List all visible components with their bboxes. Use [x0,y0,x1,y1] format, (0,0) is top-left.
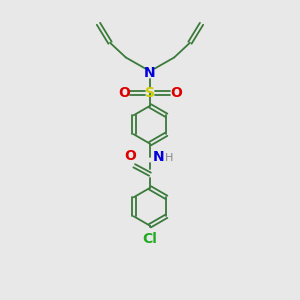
Text: O: O [118,86,130,100]
Text: O: O [170,86,182,100]
Text: S: S [145,86,155,100]
Text: N: N [144,66,156,80]
Text: N: N [152,150,164,164]
Text: H: H [165,153,173,164]
Text: Cl: Cl [142,232,158,246]
Text: O: O [124,149,136,163]
